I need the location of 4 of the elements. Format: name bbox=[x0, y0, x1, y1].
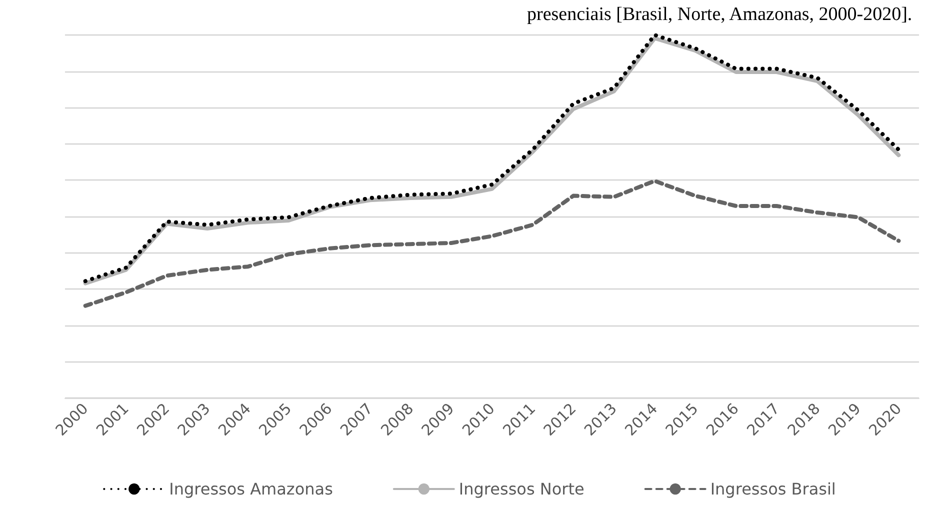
legend-label: Ingressos Brasil bbox=[710, 480, 836, 498]
legend-label: Ingressos Norte bbox=[458, 480, 584, 498]
chart-title: presenciais [Brasil, Norte, Amazonas, 2000-2020]. bbox=[527, 4, 912, 25]
legend-label: Ingressos Amazonas bbox=[169, 480, 333, 498]
